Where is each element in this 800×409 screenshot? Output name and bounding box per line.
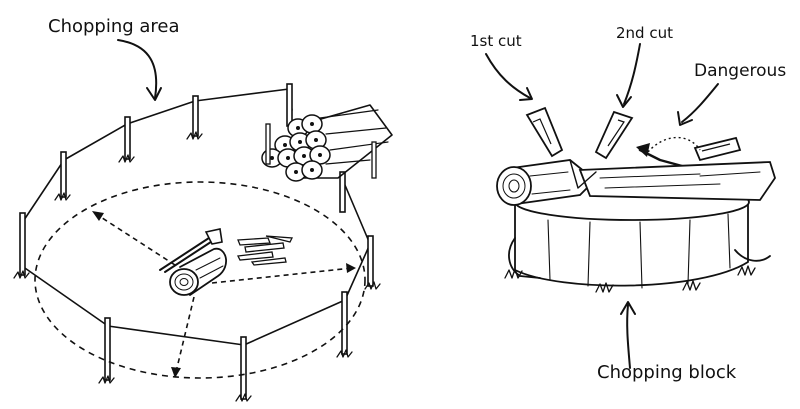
second-cut-axe-icon <box>594 110 634 160</box>
chopping-block-stump <box>508 183 771 289</box>
chopping-area-label: Chopping area <box>48 16 180 37</box>
label-arrows <box>485 43 719 369</box>
wood-chips <box>237 235 294 266</box>
fence-posts <box>19 83 374 400</box>
woodpile <box>261 104 393 182</box>
fence-post <box>339 171 346 213</box>
axe-heads <box>525 106 742 162</box>
log-on-block <box>496 159 776 206</box>
chopping-block-arrowhead <box>620 301 636 315</box>
grass-tufts <box>13 131 381 402</box>
chopping-block-label: Chopping block <box>597 362 737 383</box>
block-grass-tufts <box>504 265 756 293</box>
fence-post <box>19 212 26 276</box>
fence-post <box>60 151 67 198</box>
fence-post <box>341 291 348 355</box>
first-cut-axe-icon <box>525 106 564 158</box>
fence-post <box>192 95 199 137</box>
second-cut-arrowhead <box>616 94 632 108</box>
radius-arrowheads <box>92 211 356 378</box>
radius-arrows <box>95 213 353 373</box>
center-axe-icon <box>159 228 223 273</box>
chopping-area-arrow <box>117 39 158 99</box>
swing-arc <box>647 136 701 153</box>
chopping-area-arrowhead <box>146 87 162 101</box>
chopping-block-panel: 1st cut 2nd cut Dangerous Chopping block <box>470 24 786 383</box>
dangerous-label: Dangerous <box>694 61 786 81</box>
dangerous-arrowhead <box>677 111 693 126</box>
safety-radius-circle <box>34 181 366 379</box>
first-cut-arrowhead <box>519 87 533 101</box>
first-cut-label: 1st cut <box>470 32 522 50</box>
fence-post <box>104 317 111 381</box>
dangerous-axe-icon <box>693 136 742 162</box>
fence-post <box>367 235 374 287</box>
fence-post <box>240 336 247 400</box>
center-log <box>169 247 227 296</box>
fence-post <box>286 83 293 127</box>
deflection-arrowhead <box>636 143 650 157</box>
fence-post <box>124 116 131 160</box>
chopping-area-panel: Chopping area <box>13 16 393 402</box>
second-cut-label: 2nd cut <box>616 24 673 42</box>
